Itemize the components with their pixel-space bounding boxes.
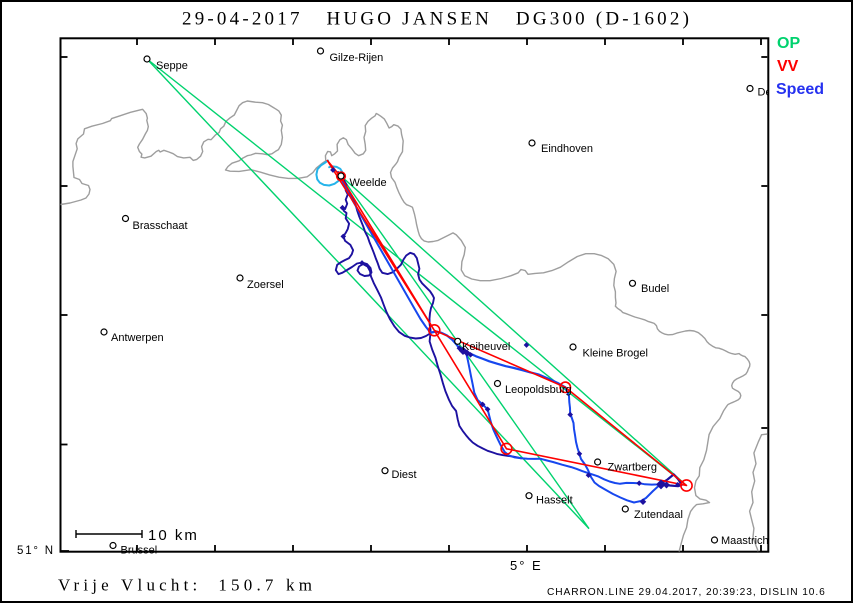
svg-text:Maastricht: Maastricht [721,535,772,547]
svg-text:Deurne: Deurne [758,87,794,99]
svg-text:Leopoldsburg: Leopoldsburg [505,384,572,396]
svg-text:Speed: Speed [776,81,824,98]
svg-text:Gilze-Rijen: Gilze-Rijen [330,52,384,64]
svg-text:Diest: Diest [392,469,417,481]
svg-text:OP: OP [777,35,800,52]
svg-text:29-04-2017 HUGO JANSEN DG3: 29-04-2017 HUGO JANSEN DG300 (D-1602) [182,9,692,30]
svg-text:Budel: Budel [641,283,669,295]
svg-text:CHARRON.LINE 29.04.2017, 20:39: CHARRON.LINE 29.04.2017, 20:39:23, DISLI… [547,587,826,598]
svg-text:Zoersel: Zoersel [247,279,284,291]
svg-text:Keiheuvel: Keiheuvel [462,341,510,353]
svg-text:51° N: 51° N [17,545,55,557]
svg-text:Brasschaat: Brasschaat [133,220,188,232]
svg-text:5° E: 5° E [510,558,543,573]
svg-text:Zutendaal: Zutendaal [634,509,683,521]
svg-text:Antwerpen: Antwerpen [111,332,164,344]
svg-text:10 km: 10 km [148,527,199,544]
svg-text:Eindhoven: Eindhoven [541,143,593,155]
svg-text:Zwartberg: Zwartberg [608,462,658,474]
svg-text:Vrije Vlucht: 150.7 km: Vrije Vlucht: 150.7 km [58,576,316,595]
svg-text:Weelde: Weelde [350,177,387,189]
svg-text:Brussel: Brussel [121,545,158,557]
svg-text:Seppe: Seppe [156,60,188,72]
svg-text:Kleine Brogel: Kleine Brogel [583,348,648,360]
svg-text:Hasselt: Hasselt [536,495,573,507]
svg-text:VV: VV [777,58,799,75]
